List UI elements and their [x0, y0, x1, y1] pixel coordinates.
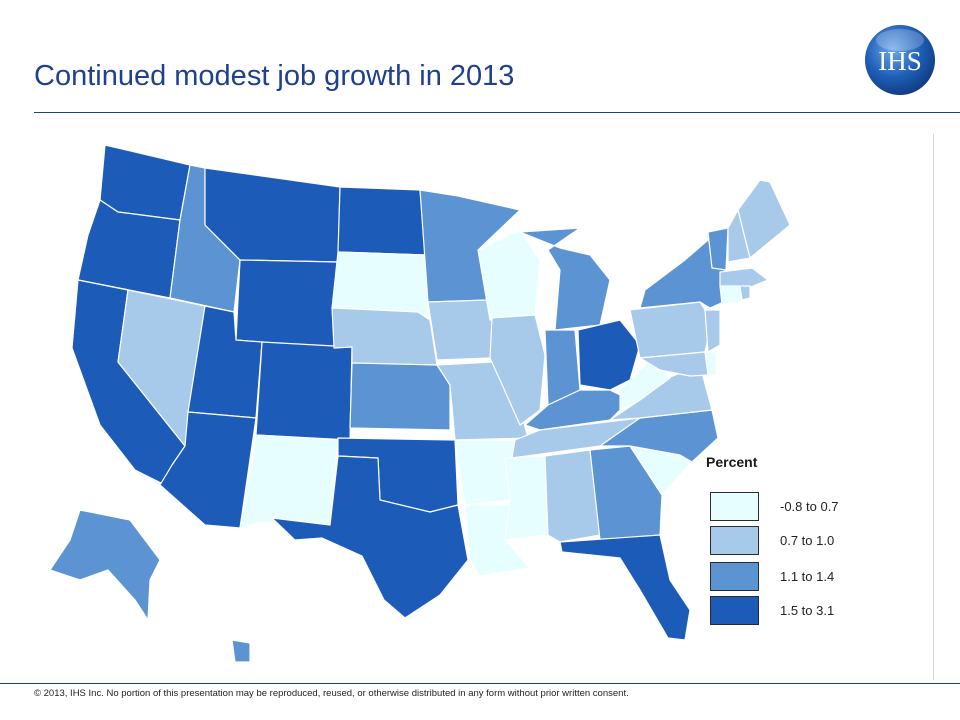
state-texas — [271, 455, 469, 619]
state-pennsylvania — [629, 301, 713, 359]
state-massachusetts — [719, 267, 769, 289]
legend-label: -0.8 to 0.7 — [780, 499, 839, 514]
state-wyoming — [235, 259, 339, 349]
state-rhode-island — [739, 285, 751, 301]
state-mississippi — [504, 455, 549, 541]
state-maryland — [639, 351, 709, 377]
legend-item: 0.7 to 1.0 — [710, 526, 860, 558]
state-kansas — [349, 362, 451, 431]
copyright-notice: © 2013, IHS Inc. No portion of this pres… — [34, 688, 629, 699]
state-new-mexico — [239, 434, 339, 529]
map-legend: Percent -0.8 to 0.7 0.7 to 1.0 1.1 to 1.… — [706, 454, 866, 634]
state-vermont — [707, 227, 729, 271]
state-connecticut — [719, 285, 743, 305]
right-divider — [933, 134, 934, 680]
state-florida — [559, 534, 691, 641]
logo-text: IHS — [878, 46, 922, 76]
legend-label: 1.1 to 1.4 — [780, 569, 835, 584]
legend-label: 1.5 to 3.1 — [780, 603, 835, 618]
legend-swatch — [710, 562, 759, 591]
title-divider — [34, 112, 960, 113]
state-alabama — [544, 449, 601, 543]
legend-item: 1.1 to 1.4 — [710, 562, 860, 594]
us-choropleth-map — [49, 144, 791, 663]
state-north-dakota — [337, 186, 427, 256]
footer-divider — [0, 683, 960, 684]
state-new-jersey — [704, 309, 721, 353]
state-georgia — [589, 445, 663, 541]
legend-title: Percent — [706, 454, 758, 470]
ihs-logo: IHS — [865, 25, 935, 95]
page-title: Continued modest job growth in 2013 — [34, 60, 515, 92]
legend-swatch — [710, 526, 759, 555]
legend-swatch — [710, 492, 759, 521]
state-colorado — [255, 341, 353, 441]
state-illinois — [489, 314, 546, 426]
state-hawaii — [231, 639, 251, 663]
legend-label: 0.7 to 1.0 — [780, 533, 835, 548]
state-arizona — [159, 411, 257, 529]
legend-item: 1.5 to 3.1 — [710, 596, 860, 628]
state-maine — [737, 179, 791, 259]
state-michigan — [519, 227, 611, 331]
state-wisconsin — [477, 229, 541, 321]
legend-swatch — [710, 596, 759, 625]
state-alaska — [49, 509, 161, 621]
legend-item: -0.8 to 0.7 — [710, 492, 860, 524]
